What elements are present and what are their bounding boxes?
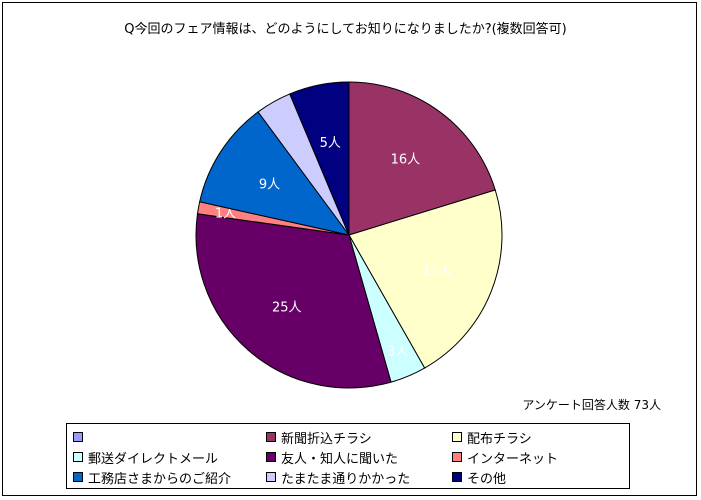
slice-label-3: 25人: [272, 301, 302, 316]
legend-label-5: インターネット: [467, 451, 559, 467]
legend-item-8: その他: [452, 467, 637, 487]
legend-item-3: 郵送ダイレクトメール: [73, 447, 266, 467]
legend-swatch-0: [73, 432, 83, 442]
legend-label-6: 工務店さまからのご紹介: [88, 471, 232, 487]
legend-item-4: 友人・知人に聞いた: [266, 447, 452, 467]
pie-slice-7: [289, 81, 350, 236]
pie-slice-5: [199, 111, 351, 236]
pie-slice-3: [195, 213, 392, 389]
legend-item-5: インターネット: [452, 447, 637, 467]
legend-swatch-4: [266, 452, 276, 462]
legend-label-8: その他: [467, 471, 507, 487]
legend-item-7: たまたま通りかかった: [266, 467, 452, 487]
legend-label-1: 新聞折込チラシ: [281, 431, 372, 447]
legend-label-7: たまたま通りかかった: [281, 471, 411, 487]
slice-label-5: 9人: [259, 177, 280, 192]
slice-label-0: 16人: [391, 153, 421, 168]
legend-swatch-2: [452, 432, 462, 442]
legend-swatch-5: [452, 452, 462, 462]
legend-item-0: [73, 427, 266, 447]
legend-label-3: 郵送ダイレクトメール: [88, 451, 219, 467]
chart-title: Q今回のフェア情報は、どのようにしてお知りになりましたか?(複数回答可): [124, 22, 567, 37]
slice-label-1: 17人: [422, 264, 452, 279]
legend-label-4: 友人・知人に聞いた: [281, 451, 399, 467]
pie-slice-0: [348, 81, 496, 236]
legend-label-2: 配布チラシ: [467, 431, 532, 447]
slice-label-7: 5人: [320, 136, 341, 151]
chart-legend: 新聞折込チラシ 配布チラシ郵送ダイレクトメール 友人・知人に聞いた インターネット工務…: [66, 423, 630, 489]
legend-swatch-6: [73, 472, 83, 482]
legend-swatch-7: [266, 472, 276, 482]
slice-label-4: 1人: [215, 207, 236, 222]
legend-swatch-8: [452, 472, 462, 482]
slice-label-2: 3人: [387, 345, 408, 360]
legend-swatch-3: [73, 452, 83, 462]
legend-item-6: 工務店さまからのご紹介: [73, 467, 266, 487]
legend-swatch-1: [266, 432, 276, 442]
legend-item-1: 新聞折込チラシ: [266, 427, 452, 447]
pie-slice-1: [348, 189, 503, 369]
respondent-count-note: アンケート回答人数 73人: [522, 398, 661, 412]
legend-item-2: 配布チラシ: [452, 427, 637, 447]
